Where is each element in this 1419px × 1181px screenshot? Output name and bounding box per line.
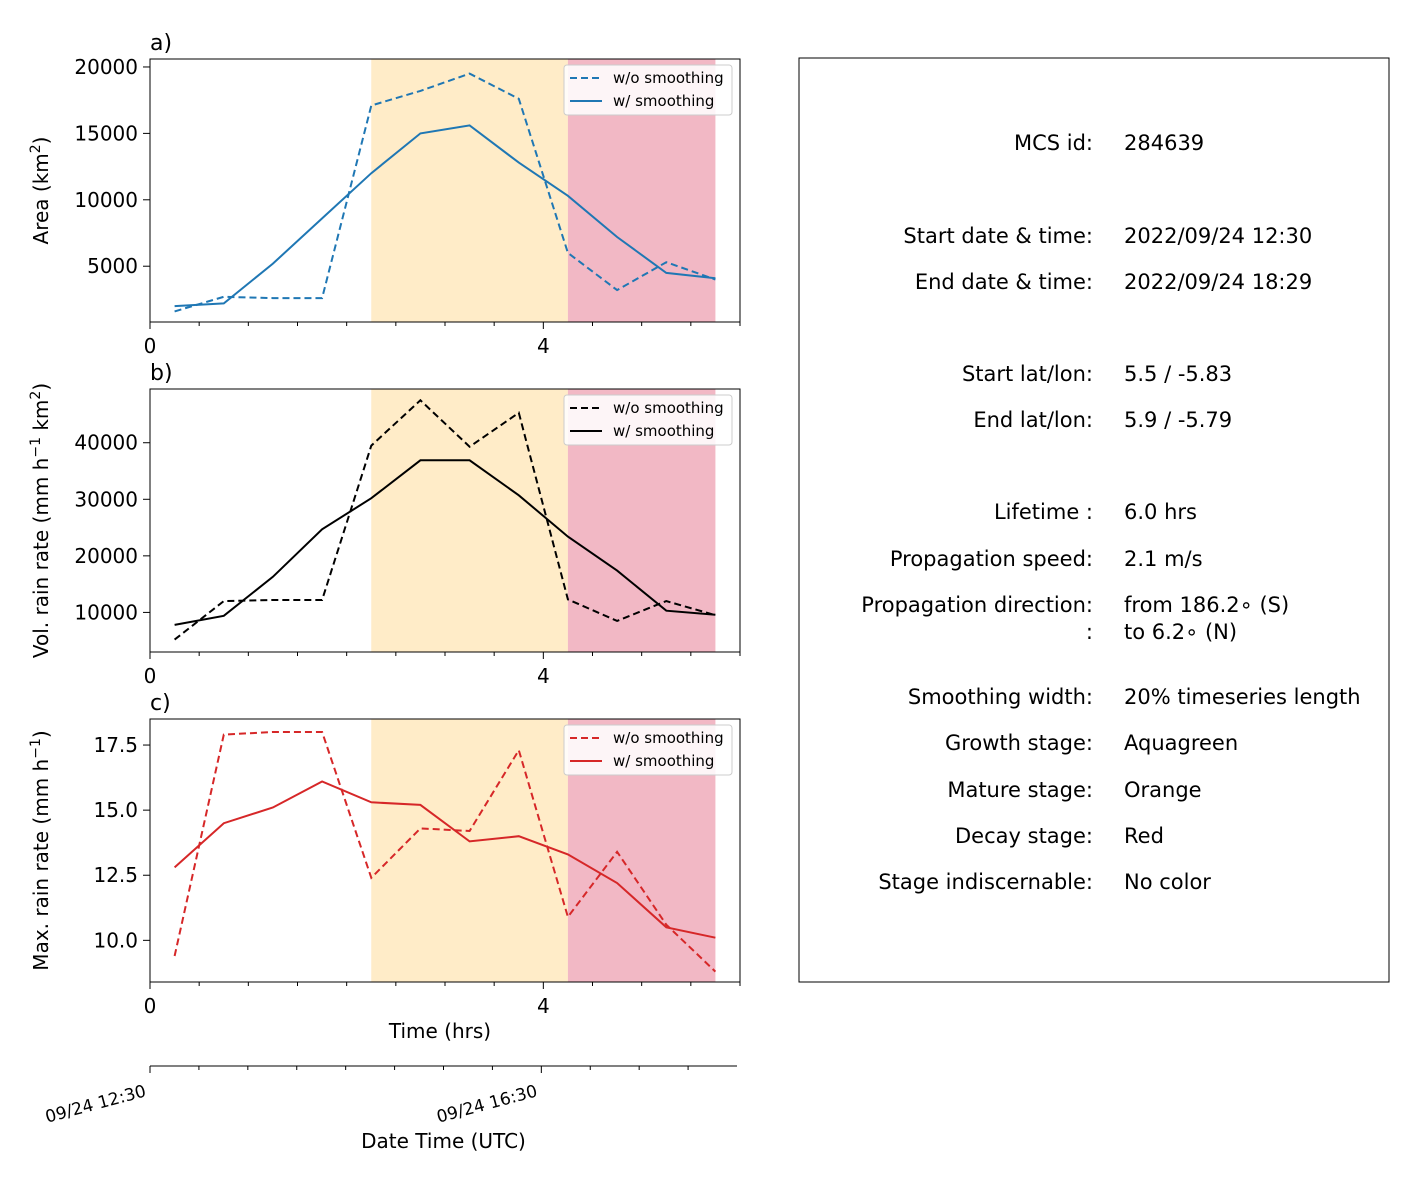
info-value: 20% timeseries length [1124, 685, 1361, 709]
legend-label: w/o smoothing [613, 729, 724, 747]
series-line-wo-smoothing [173, 398, 716, 641]
stage-shading-mature [371, 389, 568, 652]
info-panel-frame [798, 57, 1390, 983]
y-tick-label: 17.5 [93, 733, 138, 757]
legend-box [563, 724, 733, 776]
info-value: Orange [1124, 778, 1202, 802]
panel-label: a) [150, 31, 172, 56]
y-tick-label: 40000 [74, 431, 138, 455]
info-key: Mature stage: [947, 778, 1093, 802]
y-tick-label: 15.0 [93, 798, 138, 822]
y-tick-label: 10.0 [93, 928, 138, 952]
legend: w/o smoothing w/ smoothing [563, 724, 733, 776]
info-value: Aquagreen [1124, 731, 1238, 755]
x-tick-label: 0 [144, 994, 157, 1018]
info-key: Propagation speed: [890, 547, 1093, 571]
x-axis-label: Time (hrs) [388, 1019, 491, 1043]
info-key: MCS id: [1014, 131, 1093, 155]
info-key: : [1086, 620, 1093, 644]
info-key: Propagation direction: [861, 593, 1093, 617]
y-tick-label: 20000 [74, 55, 138, 79]
info-key: Stage indiscernable: [878, 870, 1093, 894]
info-key: Start lat/lon: [962, 362, 1093, 386]
y-tick-label: 20000 [74, 544, 138, 568]
info-key: Start date & time: [903, 224, 1093, 248]
series-line-w-smoothing [174, 459, 716, 626]
info-value: 284639 [1124, 131, 1204, 155]
legend-label: w/o smoothing [613, 399, 724, 417]
y-axis-label: Max. rain rate (mm h−1) [28, 730, 53, 970]
info-value: 2022/09/24 18:29 [1124, 270, 1312, 294]
info-key: End date & time: [915, 270, 1093, 294]
info-key: Smoothing width: [908, 685, 1093, 709]
chart-panel-a: 0 4 5000 10000 15000 20000 a) Area (km2) w/o smo… [28, 31, 741, 358]
chart-panel-b: 0 4 10000 20000 30000 40000 b) Vol. rain rate (… [28, 361, 741, 688]
legend-box [563, 64, 733, 116]
info-value: 2022/09/24 12:30 [1124, 224, 1312, 248]
series-line-wo-smoothing [174, 72, 716, 313]
info-key: Decay stage: [955, 824, 1093, 848]
info-value: 5.9 / -5.79 [1124, 408, 1232, 432]
info-value: 5.5 / -5.83 [1124, 362, 1232, 386]
info-value: from 186.2∘ (S) [1124, 593, 1289, 617]
info-value: Red [1124, 824, 1164, 848]
legend-label: w/ smoothing [613, 92, 714, 110]
legend-label: w/ smoothing [613, 752, 714, 770]
legend-label: w/ smoothing [613, 422, 714, 440]
info-value: 6.0 hrs [1124, 500, 1197, 524]
info-value: No color [1124, 870, 1211, 894]
y-tick-label: 5000 [87, 254, 138, 278]
series-line-w-smoothing [173, 780, 716, 939]
y-axis-label: Vol. rain rate (mm h−1 km2) [28, 383, 53, 658]
info-key: End lat/lon: [973, 408, 1093, 432]
info-key: Lifetime : [994, 500, 1093, 524]
panel-label: c) [150, 691, 171, 716]
date-tick-label: 09/24 12:30 [43, 1082, 148, 1128]
info-value: to 6.2∘ (N) [1124, 620, 1237, 644]
date-axis-label: Date Time (UTC) [361, 1129, 526, 1153]
x-tick-label: 4 [537, 664, 550, 688]
series-line-wo-smoothing [173, 731, 717, 973]
x-tick-label: 4 [537, 334, 550, 358]
x-tick-label: 4 [537, 994, 550, 1018]
y-tick-label: 12.5 [93, 863, 138, 887]
info-key: Growth stage: [945, 731, 1093, 755]
y-tick-label: 10000 [74, 188, 138, 212]
date-tick-label: 09/24 16:30 [435, 1082, 540, 1128]
info-panel: MCS id: 284639 Start date & time: 2022/09/2… [798, 57, 1390, 983]
legend: w/o smoothing w/ smoothing [563, 64, 733, 116]
panel-label: b) [150, 361, 173, 386]
x-tick-label: 0 [144, 664, 157, 688]
y-tick-label: 30000 [74, 487, 138, 511]
x-tick-label: 0 [144, 334, 157, 358]
y-tick-label: 15000 [74, 121, 138, 145]
legend-box [563, 394, 733, 446]
y-tick-label: 10000 [74, 600, 138, 624]
y-axis-label: Area (km2) [28, 137, 53, 245]
stage-shading-mature [371, 719, 568, 982]
series-line-w-smoothing [174, 124, 716, 308]
stage-shading-mature [371, 59, 568, 322]
info-value: 2.1 m/s [1124, 547, 1203, 571]
legend: w/o smoothing w/ smoothing [563, 394, 733, 446]
chart-panel-c: 0 4 10.0 12.5 15.0 17.5 c) Max. rain rate (mm h… [28, 691, 741, 1043]
legend-label: w/o smoothing [613, 69, 724, 87]
